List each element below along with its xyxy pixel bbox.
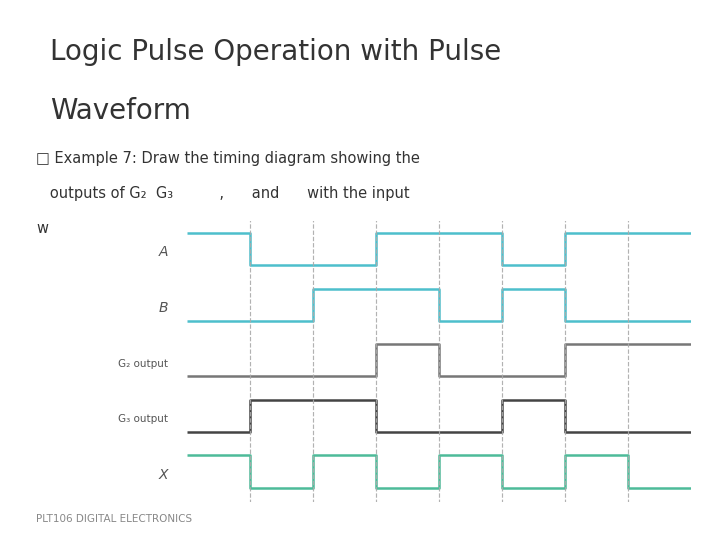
Text: outputs of G₂  G₃          ,      and      with the input: outputs of G₂ G₃ , and with the input (36, 186, 410, 201)
Text: Waveform: Waveform (50, 97, 192, 125)
Text: □ Example 7: Draw the timing diagram showing the: □ Example 7: Draw the timing diagram sho… (36, 151, 420, 166)
Text: PLT106 DIGITAL ELECTRONICS: PLT106 DIGITAL ELECTRONICS (36, 514, 192, 524)
Text: G₃ output: G₃ output (118, 414, 168, 424)
Text: Logic Pulse Operation with Pulse: Logic Pulse Operation with Pulse (50, 38, 502, 66)
Text: w: w (36, 221, 48, 237)
Text: B: B (159, 301, 168, 315)
Text: A: A (159, 245, 168, 259)
Text: X: X (159, 468, 168, 482)
Text: G₂ output: G₂ output (118, 359, 168, 369)
